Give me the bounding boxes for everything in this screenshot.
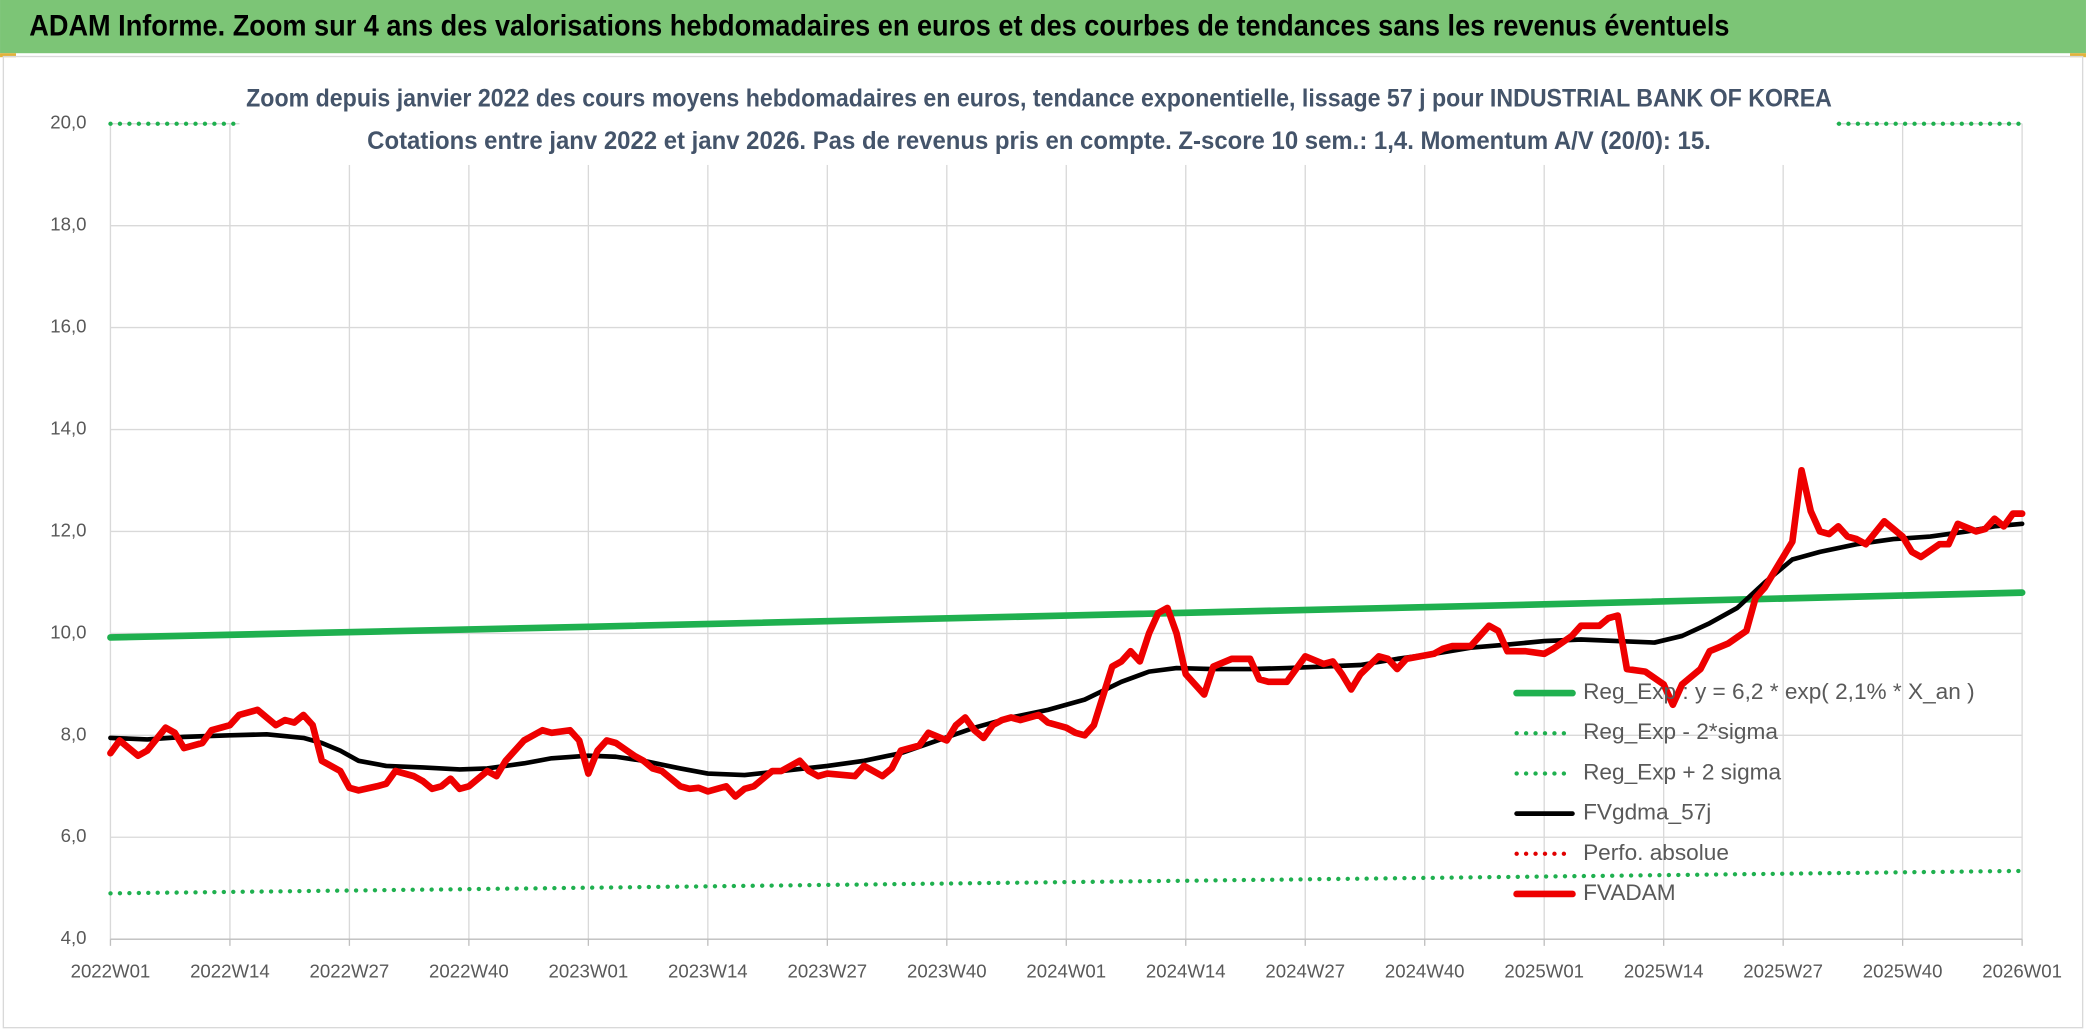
y-tick-label: 10,0 <box>50 621 86 642</box>
x-tick-label: 2026W01 <box>1982 960 2062 981</box>
y-tick-label: 14,0 <box>50 417 86 438</box>
x-tick-label: 2022W27 <box>310 960 390 981</box>
chart-frame <box>2 55 2084 1029</box>
legend-label: FVADAM <box>1583 880 1676 905</box>
header-title: ADAM Informe. Zoom sur 4 ans des valoris… <box>29 11 1729 43</box>
x-tick-label: 2025W40 <box>1863 960 1943 981</box>
x-tick-label: 2022W01 <box>71 960 151 981</box>
series-line <box>107 466 2026 800</box>
x-tick-label: 2023W14 <box>668 960 748 981</box>
chart-title: Zoom depuis janvier 2022 des cours moyen… <box>246 84 1832 112</box>
x-tick-label: 2025W01 <box>1504 960 1584 981</box>
y-tick-label: 8,0 <box>61 723 87 744</box>
plot-area: 4,0 6,0 8,0 10,0 12,0 14,0 16,0 18,0 20,0 2022W01… <box>50 112 2062 982</box>
y-tick-label: 20,0 <box>50 112 86 133</box>
header-bar <box>0 0 2086 54</box>
y-tick-label: 12,0 <box>50 519 86 540</box>
x-tick-label: 2024W01 <box>1026 960 1106 981</box>
x-tick-label: 2025W27 <box>1743 960 1823 981</box>
series-line <box>108 868 2025 896</box>
chart-subtitle: Cotations entre janv 2022 et janv 2026. … <box>367 127 1711 155</box>
legend-label: Reg_Exp + 2 sigma <box>1583 759 1781 784</box>
x-tick-label: 2023W27 <box>787 960 867 981</box>
x-tick-label: 2022W14 <box>190 960 270 981</box>
corner-accent <box>0 53 16 58</box>
y-tick-label: 4,0 <box>61 927 87 948</box>
x-tick-label: 2024W27 <box>1265 960 1345 981</box>
corner-accent <box>2070 53 2086 58</box>
legend-label: Perfo. absolue <box>1583 840 1729 865</box>
x-tick-label: 2022W40 <box>429 960 509 981</box>
x-tick-label: 2023W40 <box>907 960 987 981</box>
x-tick-label: 2024W14 <box>1146 960 1226 981</box>
x-tick-label: 2024W40 <box>1385 960 1465 981</box>
y-tick-label: 6,0 <box>61 825 87 846</box>
series-line <box>108 521 2025 778</box>
title-backdrop <box>239 77 1836 165</box>
x-tick-label: 2025W14 <box>1624 960 1704 981</box>
y-tick-label: 18,0 <box>50 214 86 235</box>
series-line <box>107 589 2026 641</box>
y-tick-label: 16,0 <box>50 316 86 337</box>
legend-label: Reg_Exp : y = 6,2 * exp( 2,1% * X_an ) <box>1583 679 1975 704</box>
legend-label: Reg_Exp - 2*sigma <box>1583 719 1778 744</box>
legend: Reg_Exp : y = 6,2 * exp( 2,1% * X_an ) Re… <box>1513 679 1975 905</box>
x-tick-label: 2023W01 <box>549 960 629 981</box>
legend-label: FVgdma_57j <box>1583 800 1711 825</box>
